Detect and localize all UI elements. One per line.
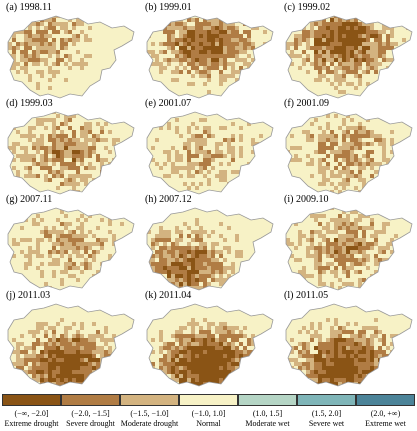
map-panel: (a) 1998.11 xyxy=(4,2,138,99)
map-panel: (i) 2009.10 xyxy=(282,194,416,291)
legend-range: (−1.5, −1.0] xyxy=(130,409,169,418)
legend-swatch xyxy=(356,394,415,406)
map-panel: (b) 1999.01 xyxy=(143,2,277,99)
map-panel: (l) 2011.05 xyxy=(282,290,416,387)
basin-map xyxy=(7,15,135,99)
panel-label: (j) 2011.03 xyxy=(6,290,51,301)
panel-label: (a) 1998.11 xyxy=(6,2,52,13)
panel-label: (k) 2011.04 xyxy=(145,290,192,301)
panel-label: (d) 1999.03 xyxy=(6,98,53,109)
legend-class-name: Extreme drought xyxy=(4,419,59,428)
panel-label: (g) 2007.11 xyxy=(6,194,53,205)
basin-map xyxy=(7,303,135,387)
map-panel: (k) 2011.04 xyxy=(143,290,277,387)
basin-map xyxy=(146,207,274,291)
basin-map xyxy=(285,15,413,99)
basin-map xyxy=(285,303,413,387)
map-panel: (h) 2007.12 xyxy=(143,194,277,291)
legend: (−∞, −2.0] Extreme drought (−2.0, −1.5] Sev… xyxy=(2,394,415,431)
legend-swatch xyxy=(297,394,356,406)
panel-label: (f) 2001.09 xyxy=(284,98,329,109)
map-panel: (j) 2011.03 xyxy=(4,290,138,387)
legend-range: (−∞, −2.0] xyxy=(14,409,49,418)
map-panel: (f) 2001.09 xyxy=(282,98,416,195)
legend-swatch xyxy=(179,394,238,406)
panel-label: (l) 2011.05 xyxy=(284,290,329,301)
legend-range: (1.5, 2.0] xyxy=(311,409,342,418)
legend-class-name: Severe drought xyxy=(66,419,115,428)
legend-class-name: Moderate drought xyxy=(120,419,179,428)
basin-map xyxy=(146,303,274,387)
basin-map xyxy=(285,111,413,195)
legend-swatch xyxy=(61,394,120,406)
panel-label: (i) 2009.10 xyxy=(284,194,329,205)
legend-class-name: Severe wet xyxy=(308,419,345,428)
legend-swatch xyxy=(2,394,61,406)
map-panel: (e) 2001.07 xyxy=(143,98,277,195)
legend-swatch xyxy=(238,394,297,406)
map-panel: (g) 2007.11 xyxy=(4,194,138,291)
basin-map xyxy=(285,207,413,291)
legend-range: (1.0, 1.5] xyxy=(252,409,283,418)
legend-swatch xyxy=(120,394,179,406)
basin-map xyxy=(7,111,135,195)
basin-map xyxy=(146,15,274,99)
basin-map xyxy=(7,207,135,291)
panel-label: (b) 1999.01 xyxy=(145,2,192,13)
legend-range: (2.0, +∞) xyxy=(370,409,401,418)
map-panel: (c) 1999.02 xyxy=(282,2,416,99)
legend-range: (−1.0, 1.0] xyxy=(191,409,226,418)
panel-label: (e) 2001.07 xyxy=(145,98,192,109)
basin-map xyxy=(146,111,274,195)
legend-class-name: Extreme wet xyxy=(365,419,406,428)
legend-class-name: Normal xyxy=(196,419,221,428)
map-panel: (d) 1999.03 xyxy=(4,98,138,195)
legend-range: (−2.0, −1.5] xyxy=(71,409,110,418)
panel-label: (c) 1999.02 xyxy=(284,2,331,13)
panel-label: (h) 2007.12 xyxy=(145,194,192,205)
legend-class-name: Moderate wet xyxy=(245,419,290,428)
